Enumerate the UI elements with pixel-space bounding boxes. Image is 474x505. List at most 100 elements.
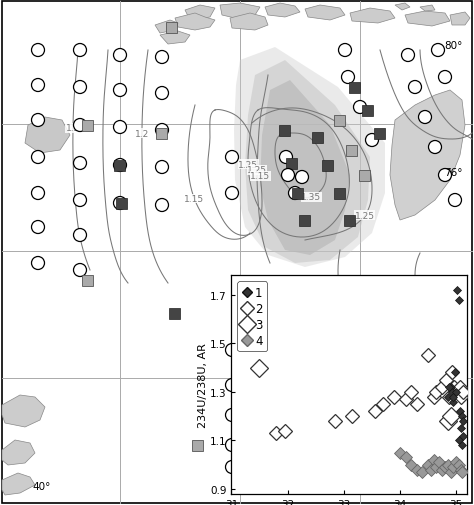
Polygon shape (305, 6, 345, 21)
Circle shape (31, 44, 45, 58)
Circle shape (428, 141, 441, 154)
Text: 1.25: 1.25 (247, 166, 267, 175)
Polygon shape (230, 14, 268, 31)
Circle shape (73, 81, 86, 94)
Polygon shape (405, 12, 450, 27)
Circle shape (431, 44, 445, 58)
Circle shape (295, 171, 309, 184)
Circle shape (280, 151, 292, 164)
Polygon shape (234, 48, 385, 268)
Polygon shape (175, 14, 215, 31)
Circle shape (226, 461, 238, 474)
Circle shape (31, 187, 45, 200)
Bar (349, 82, 361, 93)
Bar (322, 160, 334, 171)
Polygon shape (220, 4, 260, 19)
Circle shape (268, 439, 282, 451)
Circle shape (113, 159, 127, 172)
Circle shape (226, 344, 238, 357)
Text: 1.2: 1.2 (66, 124, 80, 133)
Circle shape (365, 134, 379, 147)
Circle shape (226, 439, 238, 451)
Circle shape (226, 379, 238, 392)
Circle shape (438, 169, 452, 182)
Text: 1.35: 1.35 (301, 193, 321, 202)
Polygon shape (2, 395, 45, 427)
Polygon shape (370, 375, 410, 407)
Polygon shape (395, 429, 420, 445)
Bar (345, 215, 356, 226)
Bar (363, 105, 374, 116)
Circle shape (226, 187, 238, 200)
Polygon shape (25, 118, 70, 154)
Bar (335, 188, 346, 199)
Circle shape (341, 71, 355, 84)
Bar (166, 22, 177, 33)
Bar (312, 132, 323, 143)
Circle shape (31, 151, 45, 164)
Polygon shape (160, 32, 190, 45)
Circle shape (338, 44, 352, 58)
Bar (117, 198, 128, 209)
Circle shape (31, 114, 45, 127)
Bar (374, 128, 385, 139)
Y-axis label: 234U/238U, AR: 234U/238U, AR (199, 342, 209, 427)
Circle shape (113, 121, 127, 134)
Bar (286, 158, 298, 169)
Circle shape (268, 409, 282, 422)
Text: 1.2: 1.2 (336, 296, 350, 305)
Circle shape (113, 197, 127, 210)
Text: 1.15: 1.15 (250, 172, 270, 181)
Polygon shape (265, 4, 300, 18)
Text: 40°: 40° (33, 481, 51, 491)
Bar (192, 440, 203, 450)
Bar (115, 160, 126, 171)
Bar (170, 308, 181, 319)
Text: 1.25: 1.25 (355, 212, 375, 221)
Polygon shape (390, 91, 465, 221)
Circle shape (448, 194, 462, 207)
Circle shape (268, 344, 282, 357)
Bar (335, 115, 346, 126)
Text: 1.15: 1.15 (184, 194, 204, 204)
Circle shape (155, 199, 168, 212)
Bar (346, 145, 357, 156)
Circle shape (226, 409, 238, 422)
Polygon shape (395, 4, 410, 11)
Text: 80°: 80° (445, 41, 463, 51)
Circle shape (31, 221, 45, 234)
Polygon shape (245, 61, 370, 264)
Circle shape (401, 49, 414, 63)
Text: 76°: 76° (445, 168, 463, 178)
Circle shape (419, 111, 431, 124)
Circle shape (155, 87, 168, 100)
Polygon shape (350, 9, 395, 24)
Bar (359, 170, 371, 181)
Circle shape (409, 81, 421, 94)
Bar (280, 125, 291, 136)
Circle shape (354, 102, 366, 114)
Legend: 1, 2, 3, 4: 1, 2, 3, 4 (237, 282, 267, 352)
Bar (292, 188, 303, 199)
Circle shape (31, 79, 45, 92)
Text: 1.2: 1.2 (135, 129, 149, 138)
Polygon shape (420, 6, 435, 12)
Circle shape (155, 124, 168, 137)
Circle shape (289, 187, 301, 200)
Bar (300, 215, 310, 226)
Text: 1.25: 1.25 (238, 161, 258, 170)
Circle shape (155, 52, 168, 64)
Circle shape (268, 379, 282, 392)
Polygon shape (185, 6, 215, 21)
Circle shape (282, 169, 294, 182)
Circle shape (113, 49, 127, 63)
Circle shape (73, 119, 86, 132)
Polygon shape (450, 13, 470, 26)
Circle shape (73, 157, 86, 170)
Bar (82, 120, 93, 131)
Polygon shape (2, 440, 35, 465)
Circle shape (155, 161, 168, 174)
Circle shape (73, 194, 86, 207)
Circle shape (73, 264, 86, 277)
Circle shape (438, 71, 452, 84)
